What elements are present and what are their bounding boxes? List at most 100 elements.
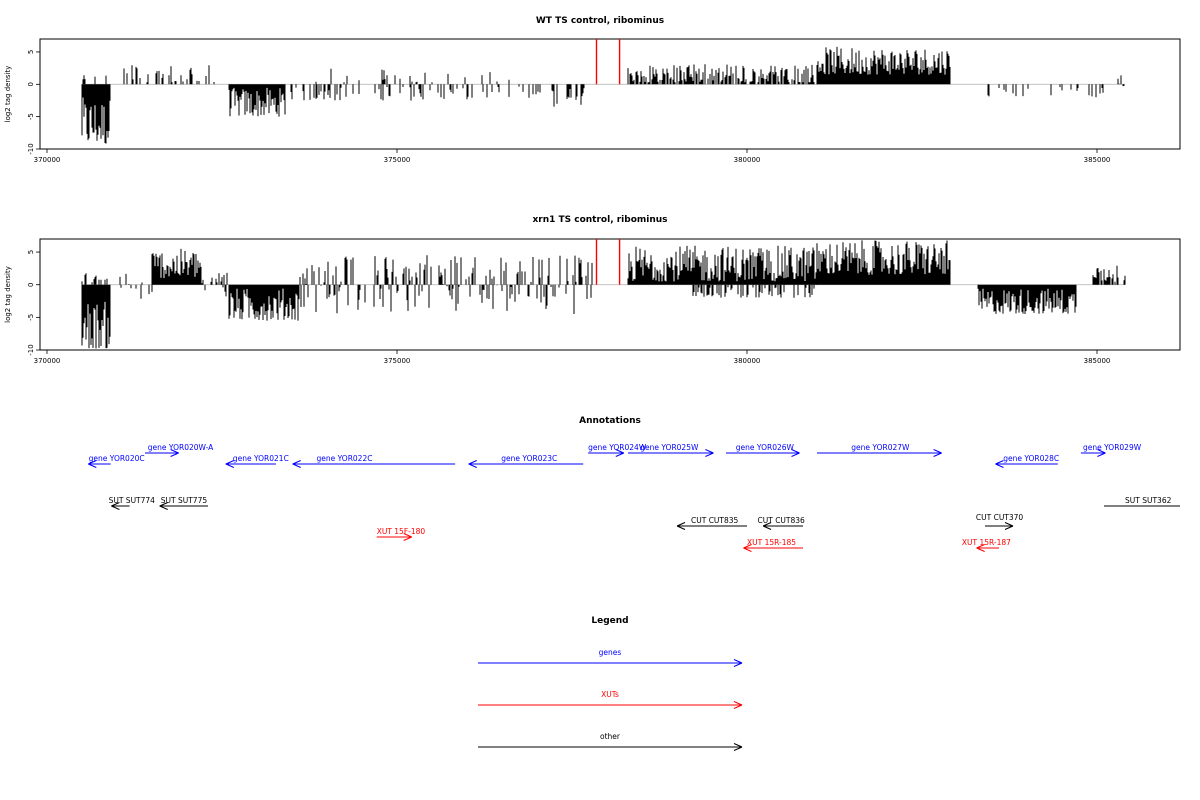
annotation-feature: gene YOR021C: [225, 454, 289, 468]
arrow-head: [976, 544, 985, 549]
arrow-head: [733, 701, 743, 706]
annotation-feature: XUT 15F-180: [376, 527, 426, 541]
feature-label: gene YOR023C: [501, 454, 557, 463]
panel-title: WT TS control, ribominus: [536, 16, 664, 26]
arrow-head: [791, 449, 800, 454]
density-bars: [81, 46, 1125, 144]
arrow-head: [733, 704, 743, 709]
annotation-feature: SUT SUT362: [1104, 496, 1180, 507]
panel-title: xrn1 TS control, ribominus: [532, 215, 667, 225]
annotation-feature: gene YOR020C: [88, 454, 145, 468]
track-panel-1: WT TS control, ribominus log2 tag density…: [4, 16, 1181, 164]
feature-label: gene YOR020W-A: [148, 443, 214, 452]
feature-label: gene YOR021C: [233, 454, 289, 463]
annotation-feature: gene YOR024W: [588, 443, 647, 457]
x-tick-label: 385000: [1084, 357, 1111, 365]
legend-title: Legend: [591, 616, 628, 626]
feature-label: SUT SUT362: [1125, 496, 1172, 505]
arrow-head: [676, 522, 686, 527]
arrow-head: [159, 505, 168, 510]
density-bars: [81, 240, 1126, 349]
arrow-head: [733, 743, 743, 748]
feature-label: gene YOR022C: [317, 454, 373, 463]
arrow-head: [88, 463, 97, 468]
annotation-feature: gene YOR025W: [628, 443, 714, 457]
arrow-head: [676, 525, 686, 530]
legend-item: XUTs: [478, 690, 743, 709]
feature-label: gene YOR028C: [1003, 454, 1059, 463]
arrow-head: [468, 460, 477, 465]
arrow-head: [762, 522, 772, 527]
arrow-head: [1004, 522, 1014, 527]
legend-label: genes: [599, 648, 622, 657]
arrow-head: [762, 525, 772, 530]
x-tick-label: 385000: [1084, 156, 1111, 164]
feature-label: gene YOR020C: [89, 454, 145, 463]
y-tick-label: 0: [27, 282, 35, 286]
arrow-head: [743, 544, 752, 549]
arrow-head: [705, 452, 714, 457]
arrow-head: [615, 452, 625, 457]
arrow-head: [791, 452, 800, 457]
feature-label: XUT 15R-185: [747, 538, 796, 547]
annotations-title: Annotations: [579, 416, 641, 426]
arrow-head: [995, 460, 1004, 465]
x-tick-label: 380000: [734, 156, 761, 164]
arrow-head: [933, 452, 942, 457]
annotation-feature: gene YOR022C: [292, 454, 456, 468]
annotation-feature: gene YOR029W: [1080, 443, 1142, 457]
y-tick-label: 5: [27, 250, 35, 254]
y-tick-label: 0: [27, 82, 35, 86]
arrow-head: [292, 460, 301, 465]
track-panel-2: xrn1 TS control, ribominus log2 tag densi…: [4, 215, 1181, 365]
plot-frame: [39, 38, 1181, 150]
feature-label: CUT CUT835: [691, 516, 739, 525]
arrow-head: [403, 533, 412, 538]
x-tick-label: 375000: [384, 357, 411, 365]
arrow-head: [733, 659, 743, 664]
x-tick-label: 375000: [384, 156, 411, 164]
annotation-feature: gene YOR023C: [468, 454, 584, 468]
arrow-head: [1097, 452, 1106, 457]
feature-label: gene YOR024W: [588, 443, 647, 452]
feature-label: gene YOR026W: [736, 443, 795, 452]
arrow-head: [170, 452, 179, 457]
x-tick-label: 370000: [34, 156, 61, 164]
y-tick-label: -5: [27, 314, 35, 321]
y-axis-label: log2 tag density: [4, 66, 12, 123]
legend: Legend genes XUTs other: [478, 616, 743, 751]
arrow-head: [743, 547, 752, 552]
legend-label: XUTs: [601, 690, 619, 699]
arrow-head: [88, 460, 97, 465]
arrow-head: [733, 662, 743, 667]
arrow-head: [225, 463, 235, 468]
annotation-feature: gene YOR026W: [726, 443, 800, 457]
annotation-feature: gene YOR020W-A: [145, 443, 214, 457]
arrow-head: [403, 536, 412, 541]
arrow-head: [111, 502, 120, 507]
annotation-feature: SUT SUT774: [109, 496, 155, 510]
plot-frame: [39, 238, 1181, 351]
y-tick-label: -10: [27, 344, 35, 355]
arrow-head: [225, 460, 235, 465]
arrow-head: [705, 449, 714, 454]
annotation-feature: CUT CUT835: [676, 516, 747, 530]
annotation-feature: gene YOR027W: [817, 443, 942, 457]
feature-label: CUT CUT370: [976, 513, 1024, 522]
annotation-feature: XUT 15R-187: [962, 538, 1011, 552]
x-tick-label: 370000: [34, 357, 61, 365]
legend-item: genes: [478, 648, 743, 667]
legend-label: other: [600, 732, 621, 741]
y-tick-label: 5: [27, 50, 35, 54]
arrow-head: [111, 505, 120, 510]
arrow-head: [995, 463, 1004, 468]
arrow-head: [976, 547, 985, 552]
feature-label: XUT 15F-180: [377, 527, 426, 536]
feature-label: SUT SUT775: [161, 496, 208, 505]
arrow-head: [468, 463, 477, 468]
arrow-head: [170, 449, 179, 454]
feature-label: XUT 15R-187: [962, 538, 1011, 547]
y-tick-label: -5: [27, 113, 35, 120]
